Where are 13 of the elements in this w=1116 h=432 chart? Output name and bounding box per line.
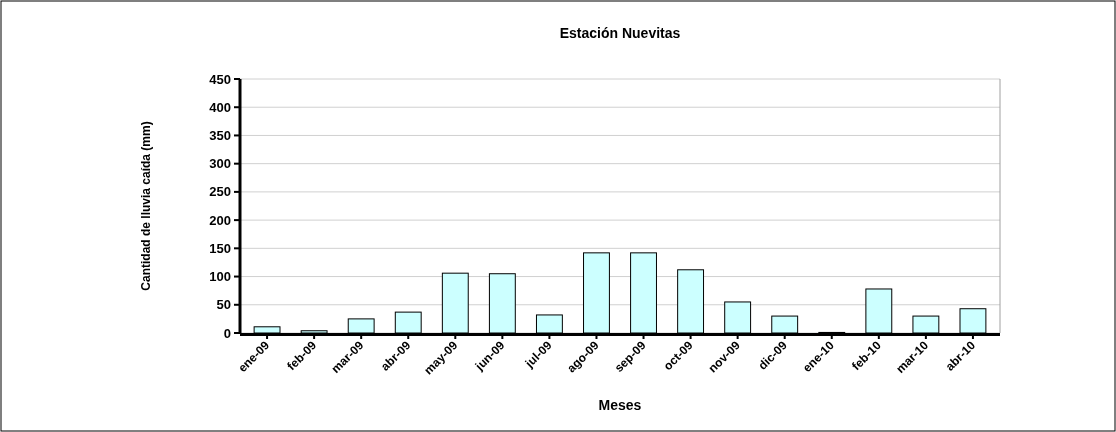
y-tick-label: 0: [223, 325, 231, 341]
x-axis-title: Meses: [598, 397, 642, 413]
y-tick-label: 400: [209, 99, 231, 115]
y-tick-label: 250: [209, 184, 231, 200]
y-tick-label: 350: [209, 127, 231, 143]
y-tick-label: 200: [209, 212, 231, 228]
chart-title: Estación Nuevitas: [559, 25, 681, 41]
y-tick-label: 100: [209, 269, 231, 285]
y-tick-label: 50: [216, 297, 231, 313]
y-tick-label: 300: [209, 156, 231, 172]
y-axis-title: Cantidad de lluvia caída (mm): [139, 121, 153, 291]
y-tick-label: 150: [209, 240, 231, 256]
y-tick-label: 450: [209, 71, 231, 87]
